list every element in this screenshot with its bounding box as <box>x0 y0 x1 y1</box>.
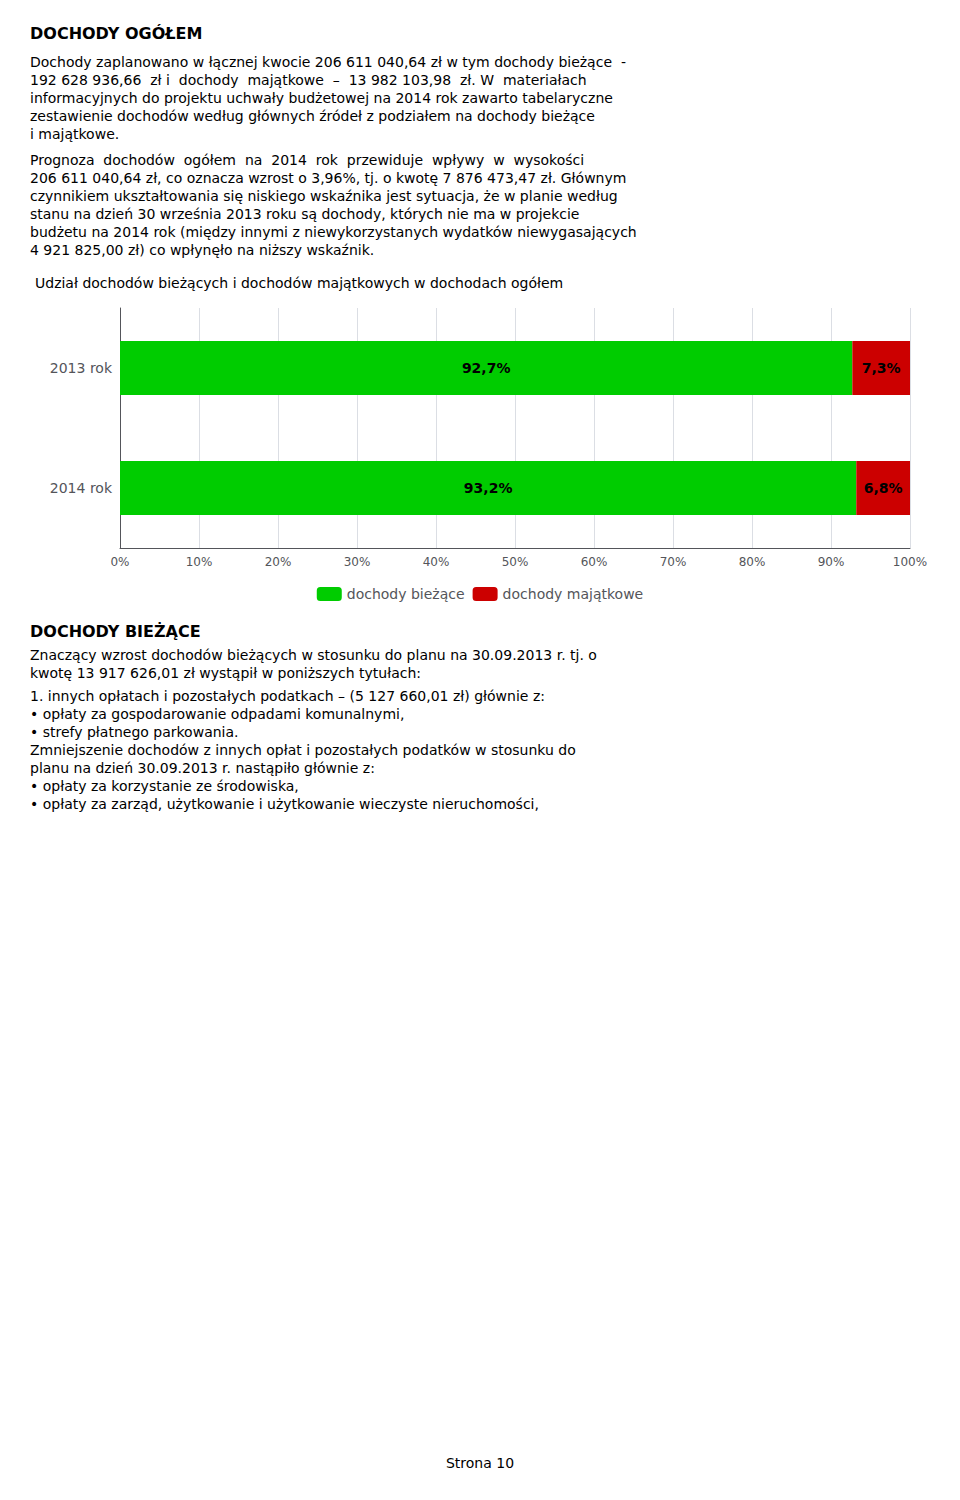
svg-text:• opłaty za korzystanie ze śro: • opłaty za korzystanie ze środowiska, <box>30 778 299 794</box>
svg-text:20%: 20% <box>265 555 292 569</box>
svg-text:80%: 80% <box>739 555 766 569</box>
svg-text:1. innych opłatach i pozostały: 1. innych opłatach i pozostałych podatka… <box>30 688 545 704</box>
svg-text:Dochody zaplanowano w łącznej: Dochody zaplanowano w łącznej kwocie 206… <box>30 54 626 70</box>
svg-text:4 921 825,00 zł) co wpłynęło n: 4 921 825,00 zł) co wpłynęło na niższy w… <box>30 242 374 258</box>
svg-text:informacyjnych do projektu uch: informacyjnych do projektu uchwały budże… <box>30 90 613 106</box>
svg-text:70%: 70% <box>660 555 687 569</box>
svg-text:kwotę 13 917 626,01 zł wystąpi: kwotę 13 917 626,01 zł wystąpił w poniżs… <box>30 665 421 681</box>
svg-text:dochody bieżące: dochody bieżące <box>347 586 465 602</box>
svg-text:stanu na dzień 30 września 201: stanu na dzień 30 września 2013 roku są … <box>30 206 579 222</box>
svg-text:• strefy płatnego parkowania.: • strefy płatnego parkowania. <box>30 724 239 740</box>
svg-text:90%: 90% <box>818 555 845 569</box>
svg-text:DOCHODY OGÓŁEM: DOCHODY OGÓŁEM <box>30 24 202 43</box>
svg-text:i majątkowe.: i majątkowe. <box>30 126 119 142</box>
svg-text:93,2%: 93,2% <box>464 480 513 496</box>
svg-text:• opłaty za gospodarowanie odp: • opłaty za gospodarowanie odpadami komu… <box>30 706 404 722</box>
svg-text:40%: 40% <box>423 555 450 569</box>
svg-text:192 628 936,66 zł i dochody: 192 628 936,66 zł i dochody majątkowe – … <box>30 72 587 88</box>
svg-text:92,7%: 92,7% <box>462 360 511 376</box>
svg-text:60%: 60% <box>581 555 608 569</box>
svg-text:Udział dochodów bieżących i do: Udział dochodów bieżących i dochodów maj… <box>35 275 563 291</box>
svg-text:Znaczący wzrost dochodów bieżą: Znaczący wzrost dochodów bieżących w sto… <box>30 647 597 663</box>
svg-text:planu na dzień 30.09.2013 r. n: planu na dzień 30.09.2013 r. nastąpiło g… <box>30 760 375 776</box>
svg-text:6,8%: 6,8% <box>864 480 903 496</box>
svg-text:50%: 50% <box>502 555 529 569</box>
svg-text:10%: 10% <box>186 555 213 569</box>
svg-text:budżetu na 2014 rok (między in: budżetu na 2014 rok (między innymi z nie… <box>30 224 637 240</box>
svg-text:7,3%: 7,3% <box>862 360 901 376</box>
svg-text:2014 rok: 2014 rok <box>50 480 113 496</box>
svg-text:zestawienie dochodów według gł: zestawienie dochodów według głównych źró… <box>30 108 595 124</box>
svg-text:0%: 0% <box>110 555 129 569</box>
svg-text:Zmniejszenie dochodów z innych: Zmniejszenie dochodów z innych opłat i p… <box>30 742 576 758</box>
svg-text:Prognoza dochodów ogółem na: Prognoza dochodów ogółem na 2014 rok prz… <box>30 152 584 168</box>
svg-text:• opłaty za zarząd, użytkowani: • opłaty za zarząd, użytkowanie i użytko… <box>30 796 539 812</box>
svg-text:30%: 30% <box>344 555 371 569</box>
svg-text:czynnikiem ukształtowania się: czynnikiem ukształtowania się niskiego w… <box>30 188 618 204</box>
svg-text:100%: 100% <box>893 555 927 569</box>
svg-text:206 611 040,64 zł, co oznacza: 206 611 040,64 zł, co oznacza wzrost o 3… <box>30 170 626 186</box>
svg-text:dochody majątkowe: dochody majątkowe <box>503 586 644 602</box>
svg-text:Strona 10: Strona 10 <box>446 1455 514 1471</box>
svg-text:DOCHODY BIEŻĄCE: DOCHODY BIEŻĄCE <box>30 622 201 641</box>
svg-text:2013 rok: 2013 rok <box>50 360 113 376</box>
